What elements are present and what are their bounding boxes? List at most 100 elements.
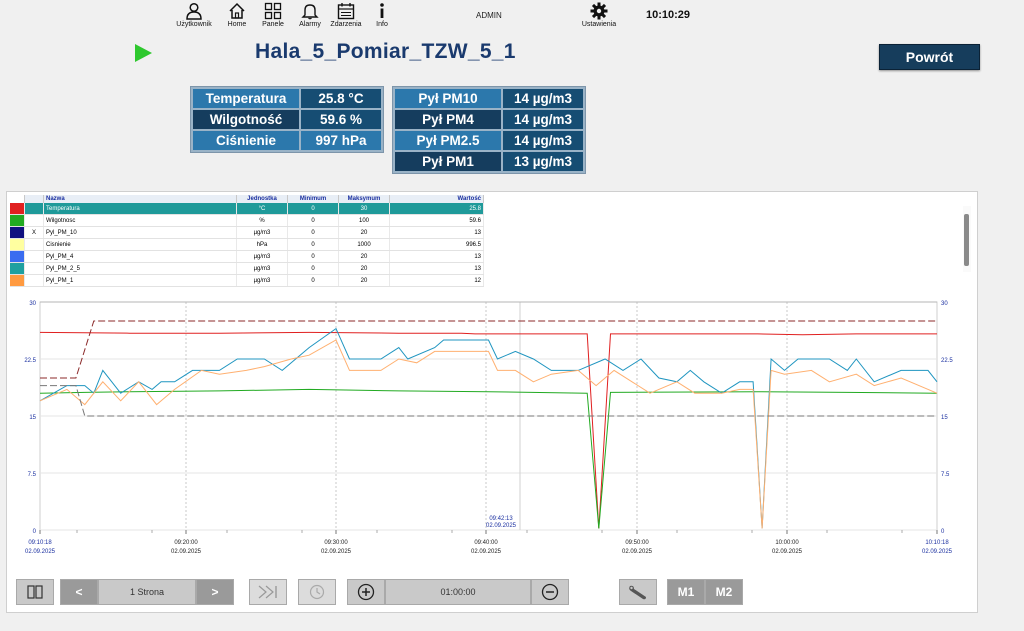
nav-alarms-label: Alarmy xyxy=(299,21,321,28)
legend-value: 25.8 xyxy=(389,203,484,215)
layout-toggle-button[interactable] xyxy=(16,579,54,605)
legend-color-swatch xyxy=(10,214,25,227)
dust-label: Pył PM1 xyxy=(395,152,501,171)
env-value: 59.6 % xyxy=(301,110,381,129)
back-button[interactable]: Powrót xyxy=(879,44,980,70)
legend-max: 30 xyxy=(338,203,390,215)
series-line-temperatura xyxy=(39,331,937,529)
legend-unit: µg/m3 xyxy=(236,274,288,287)
env-label: Ciśnienie xyxy=(193,131,299,150)
legend-color-swatch xyxy=(10,203,25,215)
env-value: 997 hPa xyxy=(301,131,381,150)
x-tick-label-date: 02.09.2025 xyxy=(321,549,352,555)
dust-label: Pył PM2.5 xyxy=(395,131,501,150)
legend-min: 0 xyxy=(287,274,339,287)
legend-color-swatch xyxy=(10,262,25,275)
nav-home[interactable]: Home xyxy=(213,2,261,28)
page-indicator: 1 Strona xyxy=(98,579,196,605)
y-tick-label-right: 15 xyxy=(941,415,948,421)
nav-panels-label: Panele xyxy=(262,21,284,28)
legend-color-swatch xyxy=(10,250,25,263)
legend-visibility-toggle[interactable] xyxy=(24,250,44,263)
legend-unit: hPa xyxy=(236,238,288,251)
zoom-out-button[interactable] xyxy=(531,579,569,605)
legend-header-name[interactable]: Nazwa xyxy=(43,195,237,203)
nav-user-label: Użytkownik xyxy=(176,21,212,28)
dust-table: Pył PM10 14 µg/m3 Pył PM4 14 µg/m3 Pył P… xyxy=(392,86,586,174)
legend-visibility-toggle[interactable]: X xyxy=(24,226,44,239)
legend-name: Pyl_PM_4 xyxy=(43,250,237,263)
legend-header-unit[interactable]: Jednostka xyxy=(236,195,288,203)
legend-visibility-toggle[interactable] xyxy=(24,262,44,275)
legend-header-min[interactable]: Minimum xyxy=(287,195,339,203)
x-tick-label-time: 09:20:00 xyxy=(174,540,198,546)
nav-settings-label: Ustawienia xyxy=(581,21,617,28)
y-tick-label-right: 22.5 xyxy=(941,358,953,364)
legend-visibility-toggle[interactable] xyxy=(24,203,44,215)
dust-row-pm10: Pył PM10 14 µg/m3 xyxy=(395,89,583,108)
play-icon[interactable] xyxy=(135,44,152,62)
nav-panels[interactable]: Panele xyxy=(249,2,297,28)
cursor-date-label: 02.09.2025 xyxy=(486,523,517,529)
x-tick-label-time: 10:10:18 xyxy=(925,540,949,546)
y-tick-label: 15 xyxy=(29,415,36,421)
env-value: 25.8 °C xyxy=(301,89,381,108)
dust-value: 14 µg/m3 xyxy=(503,110,583,129)
legend-scroll-thumb[interactable] xyxy=(964,214,969,266)
series-line-pyl-pm-1 xyxy=(39,339,938,529)
legend-min: 0 xyxy=(287,238,339,251)
legend-visibility-toggle[interactable] xyxy=(24,274,44,287)
legend-row[interactable]: X Pyl_PM_10 µg/m3 0 20 13 xyxy=(10,226,484,239)
legend-visibility-toggle[interactable] xyxy=(24,238,44,251)
series-line-pyl-pm-2-5 xyxy=(39,327,938,529)
legend-name: Cisnienie xyxy=(43,238,237,251)
series-line-cisnienie xyxy=(40,385,937,417)
nav-user[interactable]: Użytkownik xyxy=(170,2,218,28)
legend-name: Pyl_PM_2_5 xyxy=(43,262,237,275)
next-page-button[interactable]: > xyxy=(196,579,234,605)
legend-value: 59.6 xyxy=(389,214,484,227)
y-tick-label-right: 30 xyxy=(941,301,948,307)
legend-header-value[interactable]: Wartość xyxy=(389,195,484,203)
nav-settings[interactable]: Ustawienia xyxy=(575,2,623,28)
settings-wrench-button[interactable] xyxy=(619,579,657,605)
nav-info[interactable]: Info xyxy=(358,2,406,28)
page-title: Hala_5_Pomiar_TZW_5_1 xyxy=(255,40,516,63)
environment-table: Temperatura 25.8 °C Wilgotność 59.6 % Ci… xyxy=(190,86,384,153)
legend-row[interactable]: Pyl_PM_4 µg/m3 0 20 13 xyxy=(10,250,484,263)
current-user: ADMIN xyxy=(476,11,502,20)
legend-color-swatch xyxy=(10,274,25,287)
nav-events-label: Zdarzenia xyxy=(330,21,362,28)
legend-header: Nazwa Jednostka Minimum Maksymum Wartość xyxy=(10,195,484,203)
y-tick-label: 22.5 xyxy=(24,358,36,364)
marker-m2-button[interactable]: M2 xyxy=(705,579,743,605)
x-tick-label-time: 09:10:18 xyxy=(28,540,52,546)
skip-to-end-button[interactable] xyxy=(249,579,287,605)
legend-row[interactable]: Wilgotnosc% 0 100 59.6 xyxy=(10,214,484,227)
legend-row[interactable]: Temperatura °C 0 30 25.8 xyxy=(10,203,484,215)
legend-name: Wilgotnosc xyxy=(43,214,237,227)
x-tick-label-date: 02.09.2025 xyxy=(471,549,502,555)
legend-value: 13 xyxy=(389,262,484,275)
legend-row[interactable]: Cisnienie hPa 0 1000 996.5 xyxy=(10,238,484,251)
legend-header-max[interactable]: Maksymum xyxy=(338,195,390,203)
legend-name: Pyl_PM_10 xyxy=(43,226,237,239)
legend-row[interactable]: Pyl_PM_1 µg/m3 0 20 12 xyxy=(10,274,484,287)
env-row-humidity: Wilgotność 59.6 % xyxy=(193,110,381,129)
legend-row[interactable]: Pyl_PM_2_5 µg/m3 0 20 13 xyxy=(10,262,484,275)
nav-info-label: Info xyxy=(376,21,388,28)
zoom-out-icon xyxy=(541,583,559,601)
env-label: Wilgotność xyxy=(193,110,299,129)
legend-max: 100 xyxy=(338,214,390,227)
prev-page-button[interactable]: < xyxy=(60,579,98,605)
legend-visibility-toggle[interactable] xyxy=(24,214,44,227)
nav-alarms[interactable]: Alarmy xyxy=(286,2,334,28)
nav-events[interactable]: Zdarzenia xyxy=(322,2,370,28)
legend-min: 0 xyxy=(287,226,339,239)
marker-m1-button[interactable]: M1 xyxy=(667,579,705,605)
zoom-in-button[interactable] xyxy=(347,579,385,605)
clock-button[interactable] xyxy=(298,579,336,605)
x-tick-label-date: 02.09.2025 xyxy=(25,549,56,555)
legend-unit: µg/m3 xyxy=(236,262,288,275)
